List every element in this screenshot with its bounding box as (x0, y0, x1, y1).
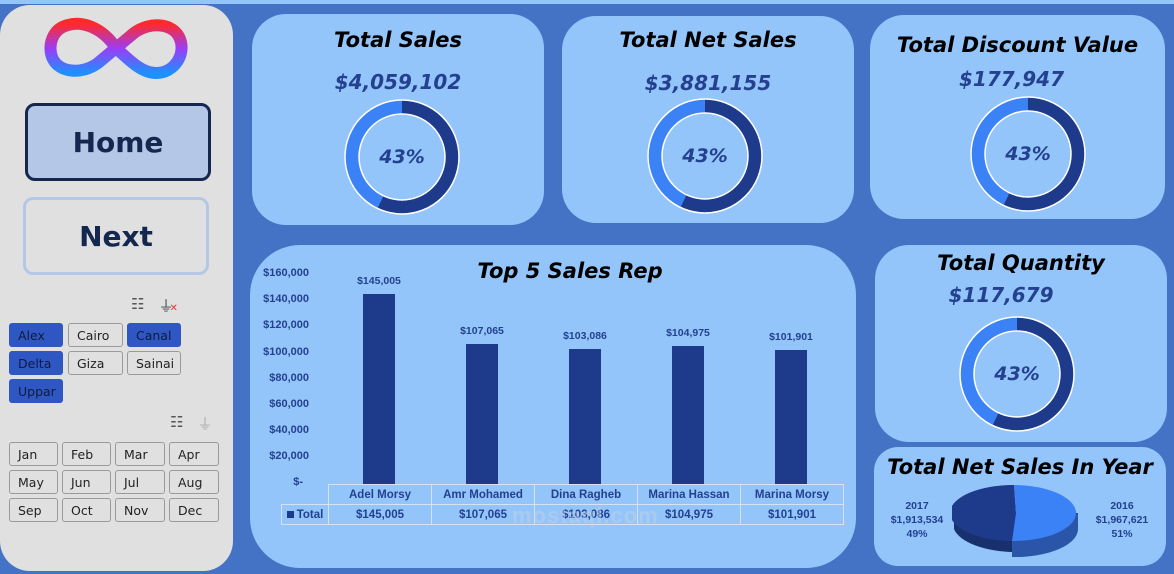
kpi-value: $3,881,155 (644, 71, 772, 95)
kpi-donut-pct: 43% (994, 363, 1040, 385)
legend-total: Total (281, 504, 329, 525)
bar-marina-hassan[interactable] (672, 346, 704, 484)
kpi-value: $117,679 (948, 283, 1054, 307)
home-button[interactable]: Home (25, 103, 211, 181)
chart-title: Top 5 Sales Rep (477, 259, 663, 283)
region-slicer-giza[interactable]: Giza (68, 351, 123, 375)
region-slicer-alex[interactable]: Alex (9, 323, 63, 347)
month-slicer-apr[interactable]: Apr (169, 442, 219, 466)
category-label: Marina Hassan (637, 484, 741, 505)
bar-value-label: $101,901 (769, 331, 813, 343)
month-slicer-toolbar: ☷ ⏚ (170, 413, 212, 434)
y-tick: $20,000 (269, 450, 309, 462)
y-tick: $80,000 (269, 372, 309, 384)
kpi-title: Total Quantity (937, 251, 1105, 275)
table-value: $145,005 (328, 504, 432, 525)
kpi-donut-pct: 43% (379, 146, 425, 168)
y-tick: $160,000 (263, 267, 309, 279)
clear-filter-icon[interactable]: ⏚✕ (158, 298, 178, 315)
chart-data-table: Adel Morsy Amr Mohamed Dina Ragheb Marin… (281, 484, 844, 525)
bar-value-label: $103,086 (563, 330, 607, 342)
pie-label-2016: 2016 $1,967,621 51% (1095, 500, 1149, 540)
month-slicer-sep[interactable]: Sep (9, 498, 58, 522)
multi-select-icon[interactable]: ☷ (131, 296, 145, 313)
month-slicer-jul[interactable]: Jul (115, 470, 165, 494)
bar-amr-mohamed[interactable] (466, 344, 498, 484)
kpi-donut-chart: 43% (344, 99, 460, 215)
month-slicer-oct[interactable]: Oct (62, 498, 111, 522)
kpi-title: Total Discount Value (896, 33, 1139, 57)
sidebar: Home Next ☷ ⏚✕ Alex Cairo Canal Delta Gi… (0, 5, 233, 571)
kpi-value: $177,947 (958, 67, 1064, 91)
bar-value-label: $107,065 (460, 325, 504, 337)
infinity-logo-icon (44, 17, 188, 80)
bar-value-label: $104,975 (666, 327, 710, 339)
table-value: $104,975 (637, 504, 741, 525)
bar-adel-morsy[interactable] (363, 294, 395, 484)
kpi-title: Total Net Sales (619, 28, 797, 52)
multi-select-icon[interactable]: ☷ (170, 414, 184, 431)
month-slicer-feb[interactable]: Feb (62, 442, 111, 466)
month-slicer-aug[interactable]: Aug (169, 470, 219, 494)
next-button[interactable]: Next (23, 197, 209, 275)
kpi-value: $4,059,102 (334, 70, 462, 94)
kpi-card-total-discount: Total Discount Value $177,947 43% (870, 15, 1165, 219)
category-label: Dina Ragheb (534, 484, 638, 505)
year-pie-chart (952, 485, 1078, 558)
net-sales-year-card: Total Net Sales In Year 2017 $1,913,534 … (874, 447, 1166, 566)
y-tick: $60,000 (269, 398, 309, 410)
month-slicer-jun[interactable]: Jun (62, 470, 111, 494)
y-tick: $100,000 (263, 346, 309, 358)
region-slicer-cairo[interactable]: Cairo (68, 323, 123, 347)
region-slicer-toolbar: ☷ ⏚✕ (131, 295, 178, 316)
y-tick: $140,000 (263, 293, 309, 305)
legend-swatch-icon (286, 510, 294, 518)
pie-label-2017: 2017 $1,913,534 49% (890, 500, 944, 540)
month-slicer-may[interactable]: May (9, 470, 58, 494)
region-slicer-canal[interactable]: Canal (127, 323, 181, 347)
legend-label: Total (296, 508, 324, 521)
table-value: $101,901 (740, 504, 844, 525)
month-slicer-nov[interactable]: Nov (115, 498, 165, 522)
kpi-donut-chart: 43% (647, 98, 763, 214)
y-tick: $40,000 (269, 424, 309, 436)
month-slicer-jan[interactable]: Jan (9, 442, 58, 466)
clear-filter-icon[interactable]: ⏚ (197, 416, 213, 433)
kpi-card-total-quantity: Total Quantity $117,679 43% (875, 245, 1167, 442)
kpi-donut-chart: 43% (959, 316, 1075, 432)
kpi-title: Total Sales (334, 28, 462, 52)
kpi-card-total-sales: Total Sales $4,059,102 43% (252, 14, 544, 225)
bar-value-label: $145,005 (357, 275, 401, 287)
category-label: Amr Mohamed (431, 484, 535, 505)
table-value: $107,065 (431, 504, 535, 525)
top-strip (0, 0, 1174, 4)
table-value: $103,086 (534, 504, 638, 525)
kpi-donut-chart: 43% (970, 96, 1086, 212)
bar-marina-morsy[interactable] (775, 350, 807, 484)
kpi-donut-pct: 43% (1005, 143, 1051, 165)
kpi-donut-pct: 43% (682, 145, 728, 167)
y-tick: $- (293, 476, 303, 488)
month-slicer-mar[interactable]: Mar (115, 442, 165, 466)
kpi-card-total-net-sales: Total Net Sales $3,881,155 43% (562, 16, 854, 223)
watermark: mostaql.com (512, 503, 659, 528)
category-label: Marina Morsy (740, 484, 844, 505)
pie-title: Total Net Sales In Year (887, 455, 1153, 479)
region-slicer-sainai[interactable]: Sainai (127, 351, 181, 375)
category-label: Adel Morsy (328, 484, 432, 505)
month-slicer-dec[interactable]: Dec (169, 498, 219, 522)
y-tick: $120,000 (263, 319, 309, 331)
region-slicer-uppar[interactable]: Uppar (9, 379, 63, 403)
bar-dina-ragheb[interactable] (569, 349, 601, 484)
pie-slice-2016 (1012, 485, 1077, 542)
pie-slice-2017 (952, 485, 1016, 541)
top5-sales-rep-chart: Top 5 Sales Rep $160,000 $140,000 $120,0… (250, 245, 856, 568)
region-slicer-delta[interactable]: Delta (9, 351, 63, 375)
